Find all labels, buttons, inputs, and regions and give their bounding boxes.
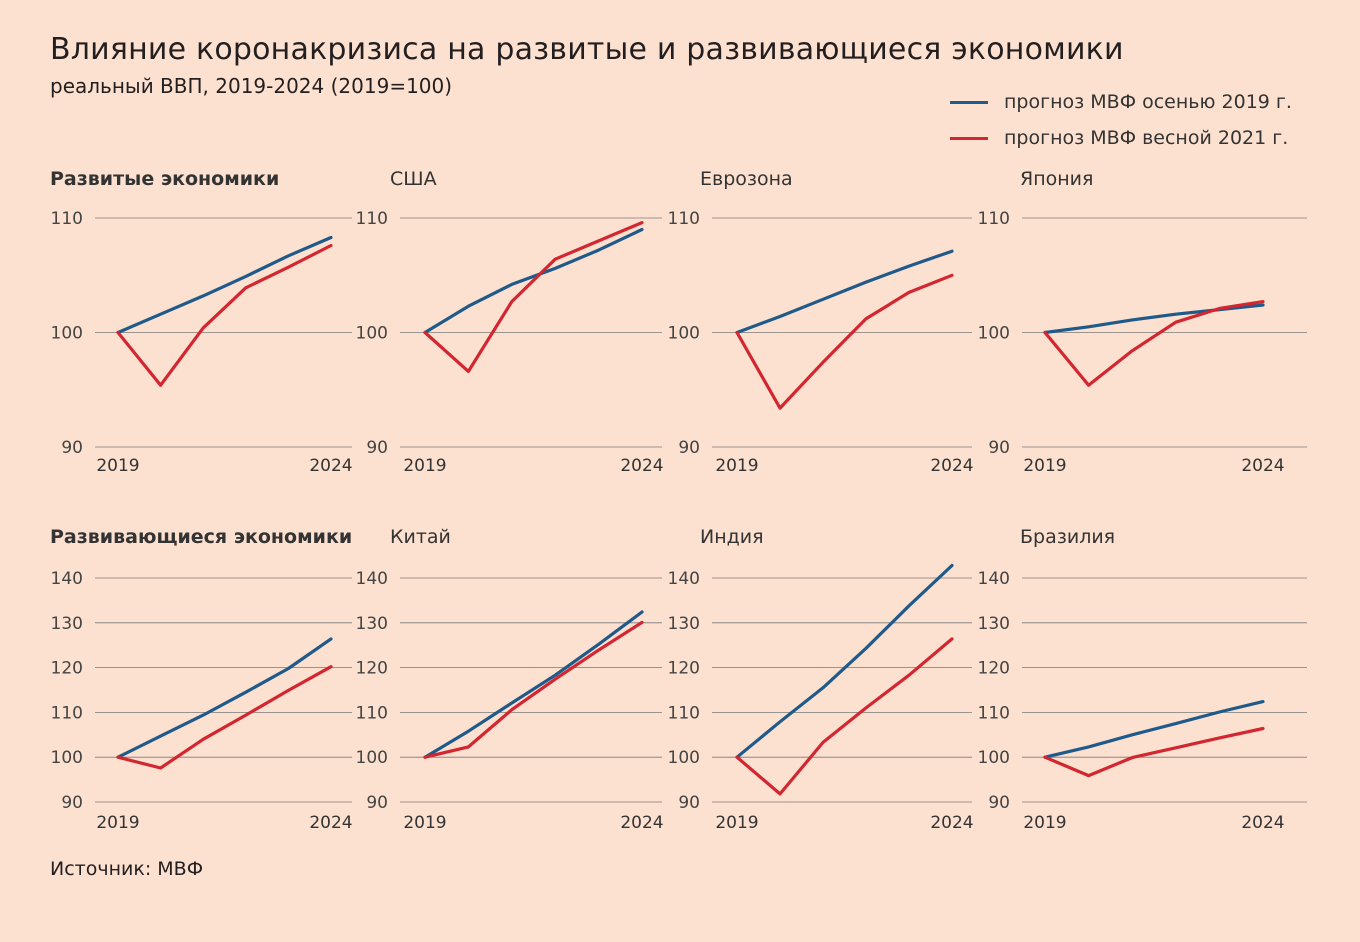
panel-title: Индия — [700, 526, 764, 548]
x-tick-label: 2019 — [96, 813, 139, 833]
y-tick-label: 130 — [668, 614, 700, 634]
y-tick-label: 110 — [978, 209, 1010, 229]
panel-title: Развивающиеся экономики — [50, 526, 352, 548]
x-tick-label: 2019 — [715, 456, 758, 476]
y-tick-label: 110 — [356, 209, 388, 229]
chart-panel: Развитые экономики 90 100 110 2019 2024 — [50, 168, 353, 476]
x-tick-label: 2024 — [1241, 456, 1284, 476]
series-line-autumn-2019 — [116, 235, 333, 335]
y-tick-label: 90 — [366, 438, 388, 458]
legend: прогноз МВФ осенью 2019 г. прогноз МВФ в… — [950, 84, 1292, 156]
y-tick-label: 90 — [678, 793, 700, 813]
chart-panel: Индия 90 100 110 120 130 140 2019 2024 — [668, 526, 974, 833]
y-tick-label: 100 — [978, 748, 1010, 768]
panel-title: Китай — [390, 526, 451, 548]
y-tick-label: 100 — [668, 748, 700, 768]
chart-panel: Развивающиеся экономики 90 100 110 120 130 140… — [50, 526, 353, 833]
chart-panel: Бразилия 90 100 110 120 130 140 2019 2024 — [978, 526, 1307, 833]
y-tick-label: 140 — [668, 569, 700, 589]
y-tick-label: 140 — [51, 569, 83, 589]
x-tick-label: 2024 — [620, 813, 663, 833]
y-tick-label: 120 — [356, 659, 388, 679]
x-tick-label: 2024 — [930, 456, 973, 476]
y-tick-label: 90 — [61, 793, 83, 813]
x-tick-label: 2019 — [1023, 456, 1066, 476]
legend-swatch-autumn-2019 — [950, 100, 988, 104]
y-tick-label: 110 — [978, 703, 1010, 723]
chart-panel: Япония 90 100 110 2019 2024 — [978, 168, 1307, 476]
x-tick-label: 2019 — [96, 456, 139, 476]
legend-label-autumn-2019: прогноз МВФ осенью 2019 г. — [1004, 91, 1292, 113]
series-line-autumn-2019 — [116, 637, 333, 759]
series-line-autumn-2019 — [1043, 303, 1265, 335]
y-tick-label: 130 — [356, 614, 388, 634]
source-note: Источник: МВФ — [50, 858, 204, 880]
chart-panel: США 90 100 110 2019 2024 — [356, 168, 664, 476]
series-line-spring-2021 — [1043, 726, 1265, 778]
y-tick-label: 110 — [356, 703, 388, 723]
x-tick-label: 2024 — [1241, 813, 1284, 833]
series-line-spring-2021 — [116, 665, 333, 770]
y-tick-label: 90 — [366, 793, 388, 813]
series-line-autumn-2019 — [423, 610, 644, 759]
y-tick-label: 130 — [978, 614, 1010, 634]
chart-title: Влияние коронакризиса на развитые и разв… — [50, 32, 1124, 67]
x-tick-label: 2019 — [715, 813, 758, 833]
y-tick-label: 110 — [668, 703, 700, 723]
y-tick-label: 110 — [51, 209, 83, 229]
legend-label-spring-2021: прогноз МВФ весной 2021 г. — [1004, 127, 1289, 149]
series-line-spring-2021 — [116, 243, 333, 387]
series-line-autumn-2019 — [1043, 699, 1265, 759]
x-tick-label: 2019 — [403, 813, 446, 833]
y-tick-label: 100 — [668, 324, 700, 344]
y-tick-label: 100 — [356, 748, 388, 768]
y-tick-label: 100 — [51, 748, 83, 768]
panel-title: Япония — [1020, 168, 1093, 190]
y-tick-label: 110 — [51, 703, 83, 723]
y-tick-label: 140 — [978, 569, 1010, 589]
chart-panel: Китай 90 100 110 120 130 140 2019 2024 — [356, 526, 664, 833]
series-line-spring-2021 — [735, 273, 954, 410]
series-line-spring-2021 — [735, 637, 954, 796]
x-tick-label: 2024 — [620, 456, 663, 476]
y-tick-label: 100 — [978, 324, 1010, 344]
y-tick-label: 100 — [356, 324, 388, 344]
y-tick-label: 120 — [51, 659, 83, 679]
y-tick-label: 90 — [678, 438, 700, 458]
series-line-spring-2021 — [423, 620, 644, 759]
legend-item-spring-2021: прогноз МВФ весной 2021 г. — [950, 120, 1292, 156]
y-tick-label: 90 — [988, 793, 1010, 813]
legend-swatch-spring-2021 — [950, 136, 988, 140]
x-tick-label: 2024 — [930, 813, 973, 833]
y-tick-label: 120 — [668, 659, 700, 679]
panel-title: Развитые экономики — [50, 168, 279, 190]
y-tick-label: 140 — [356, 569, 388, 589]
panel-title: Еврозона — [700, 168, 793, 190]
series-line-autumn-2019 — [423, 227, 644, 335]
panel-title: Бразилия — [1020, 526, 1115, 548]
series-line-autumn-2019 — [735, 563, 954, 759]
panel-title: США — [390, 168, 437, 190]
y-tick-label: 90 — [988, 438, 1010, 458]
x-tick-label: 2024 — [309, 813, 352, 833]
x-tick-label: 2019 — [1023, 813, 1066, 833]
legend-item-autumn-2019: прогноз МВФ осенью 2019 г. — [950, 84, 1292, 120]
y-tick-label: 100 — [51, 324, 83, 344]
series-line-spring-2021 — [1043, 300, 1265, 387]
chart-panel: Еврозона 90 100 110 2019 2024 — [668, 168, 974, 476]
y-tick-label: 120 — [978, 659, 1010, 679]
x-tick-label: 2019 — [403, 456, 446, 476]
x-tick-label: 2024 — [309, 456, 352, 476]
chart-subtitle: реальный ВВП, 2019-2024 (2019=100) — [50, 74, 453, 98]
series-line-autumn-2019 — [735, 249, 954, 335]
series-line-spring-2021 — [423, 221, 644, 373]
y-tick-label: 130 — [51, 614, 83, 634]
y-tick-label: 90 — [61, 438, 83, 458]
y-tick-label: 110 — [668, 209, 700, 229]
